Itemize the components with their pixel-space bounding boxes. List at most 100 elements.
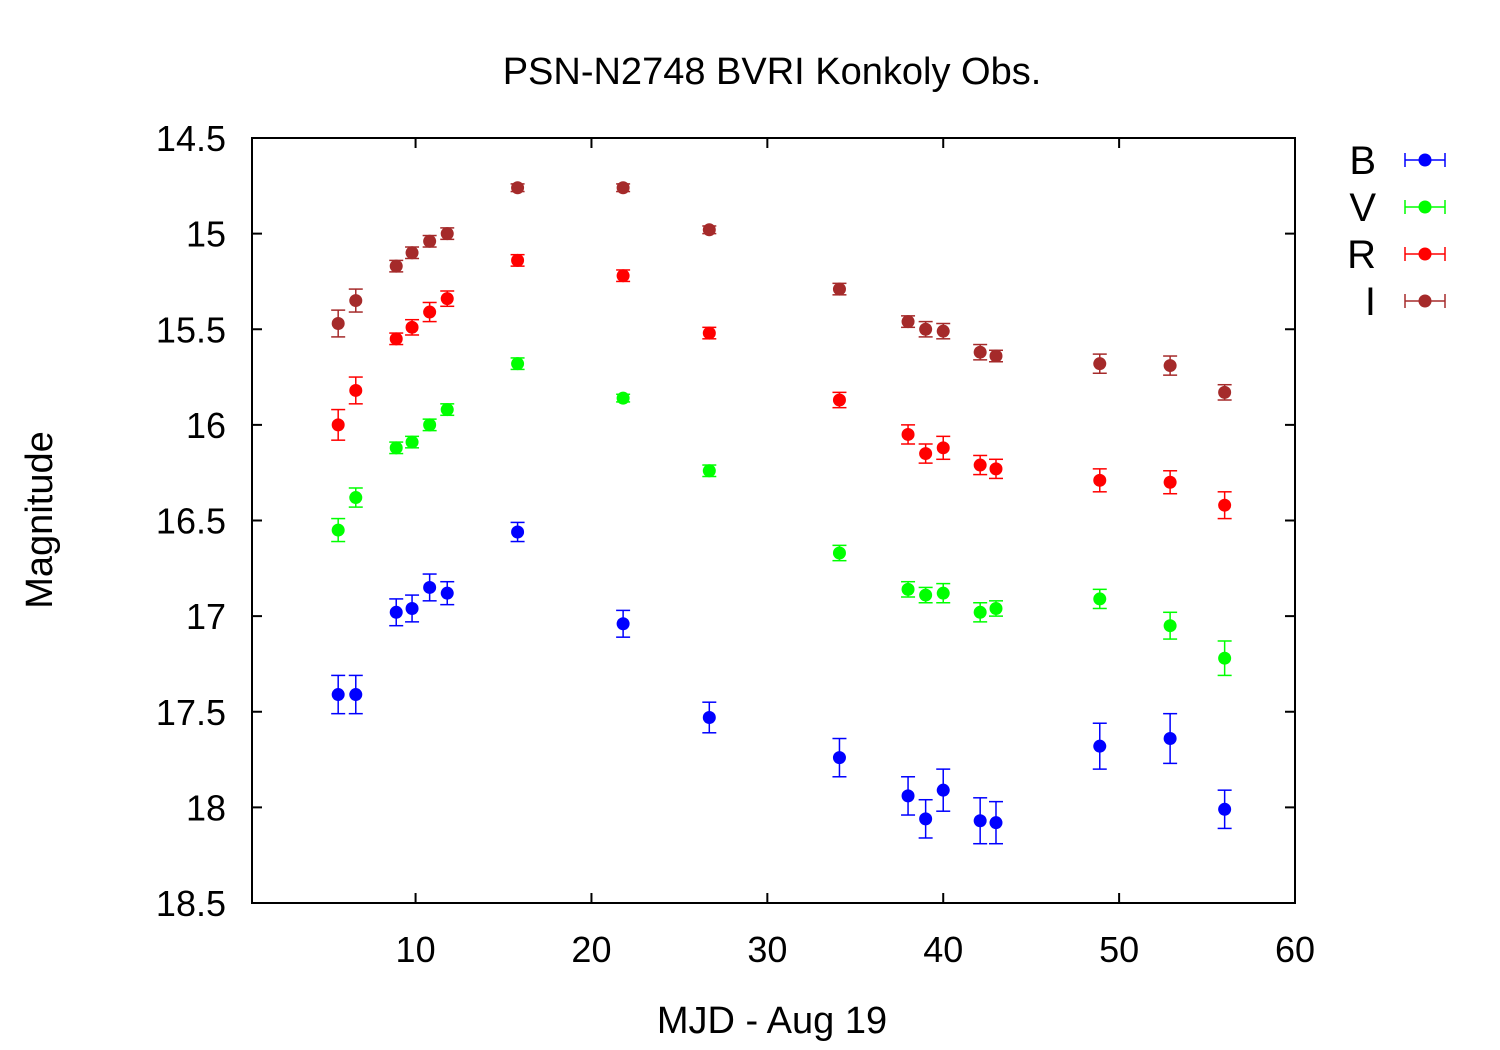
data-point xyxy=(989,462,1003,476)
legend-label: I xyxy=(1365,280,1376,324)
legend-label: V xyxy=(1349,186,1376,230)
data-point xyxy=(832,393,846,407)
data-point xyxy=(616,269,630,283)
legend: BVRI xyxy=(1347,139,1446,324)
data-point xyxy=(616,391,630,405)
x-axis-title: MJD - Aug 19 xyxy=(657,1000,887,1042)
x-tick-label: 50 xyxy=(1099,929,1139,970)
data-point xyxy=(511,253,525,267)
data-point xyxy=(1093,473,1107,487)
data-point xyxy=(616,181,630,195)
data-point xyxy=(973,814,987,828)
legend-marker xyxy=(1418,294,1432,308)
data-point xyxy=(616,617,630,631)
data-point xyxy=(901,427,915,441)
data-point xyxy=(423,580,437,594)
data-point xyxy=(832,546,846,560)
data-point xyxy=(989,816,1003,830)
data-point xyxy=(989,601,1003,615)
data-point xyxy=(919,322,933,336)
series-I xyxy=(331,181,1232,401)
legend-entry-B: B xyxy=(1349,139,1446,183)
data-point xyxy=(405,601,419,615)
data-point xyxy=(423,234,437,248)
data-point xyxy=(349,294,363,308)
y-tick-label: 15.5 xyxy=(156,309,226,350)
legend-entry-I: I xyxy=(1365,280,1446,324)
legend-marker xyxy=(1418,200,1432,214)
y-tick-label: 15 xyxy=(186,214,226,255)
x-tick-label: 30 xyxy=(747,929,787,970)
chart-title: PSN-N2748 BVRI Konkoly Obs. xyxy=(503,51,1042,93)
series-R xyxy=(331,253,1232,520)
y-tick-label: 18 xyxy=(186,787,226,828)
data-point xyxy=(349,491,363,505)
data-point xyxy=(1218,651,1232,665)
data-point xyxy=(511,181,525,195)
y-tick-label: 14.5 xyxy=(156,118,226,159)
data-point xyxy=(1093,739,1107,753)
legend-label: R xyxy=(1347,233,1376,277)
data-point xyxy=(1163,475,1177,489)
data-point xyxy=(331,523,345,537)
data-point xyxy=(919,447,933,461)
y-tick-label: 16.5 xyxy=(156,501,226,542)
data-point xyxy=(405,435,419,449)
data-point xyxy=(389,441,403,455)
data-point xyxy=(901,789,915,803)
data-point xyxy=(349,383,363,397)
data-point xyxy=(1163,732,1177,746)
x-tick-label: 20 xyxy=(571,929,611,970)
data-point xyxy=(440,586,454,600)
data-marks xyxy=(331,181,1232,845)
data-point xyxy=(832,751,846,765)
series-V xyxy=(331,357,1232,677)
y-tick-label: 18.5 xyxy=(156,883,226,924)
data-point xyxy=(511,525,525,539)
x-tick-label: 60 xyxy=(1275,929,1315,970)
data-point xyxy=(973,345,987,359)
data-point xyxy=(389,332,403,346)
x-tick-label: 10 xyxy=(396,929,436,970)
data-point xyxy=(1218,498,1232,512)
data-point xyxy=(405,246,419,260)
data-point xyxy=(936,324,950,338)
y-tick-label: 17.5 xyxy=(156,692,226,733)
data-point xyxy=(331,317,345,331)
data-point xyxy=(702,223,716,237)
ticks: 10 20 30 40 50 60 14.5 15 15.5 16 16.5 17 17.5 18 18.5 xyxy=(156,118,1315,970)
data-point xyxy=(832,282,846,296)
data-point xyxy=(973,605,987,619)
data-point xyxy=(1218,802,1232,816)
legend-marker xyxy=(1418,153,1432,167)
data-point xyxy=(423,418,437,432)
data-point xyxy=(1093,592,1107,606)
data-point xyxy=(973,458,987,472)
y-tick-label: 16 xyxy=(186,405,226,446)
data-point xyxy=(1163,359,1177,373)
data-point xyxy=(511,357,525,371)
data-point xyxy=(1163,619,1177,633)
data-point xyxy=(919,812,933,826)
data-point xyxy=(936,586,950,600)
data-point xyxy=(901,582,915,596)
data-point xyxy=(423,305,437,319)
legend-entry-V: V xyxy=(1349,186,1446,230)
data-point xyxy=(936,441,950,455)
data-point xyxy=(702,326,716,340)
data-point xyxy=(919,588,933,602)
data-point xyxy=(1093,357,1107,371)
series-B xyxy=(331,521,1232,845)
legend-entry-R: R xyxy=(1347,233,1446,277)
data-point xyxy=(440,292,454,306)
x-tick-label: 40 xyxy=(923,929,963,970)
data-point xyxy=(702,464,716,478)
data-point xyxy=(1218,385,1232,399)
data-point xyxy=(440,227,454,241)
y-tick-label: 17 xyxy=(186,596,226,637)
data-point xyxy=(405,320,419,334)
data-point xyxy=(389,605,403,619)
data-point xyxy=(936,783,950,797)
data-point xyxy=(331,418,345,432)
